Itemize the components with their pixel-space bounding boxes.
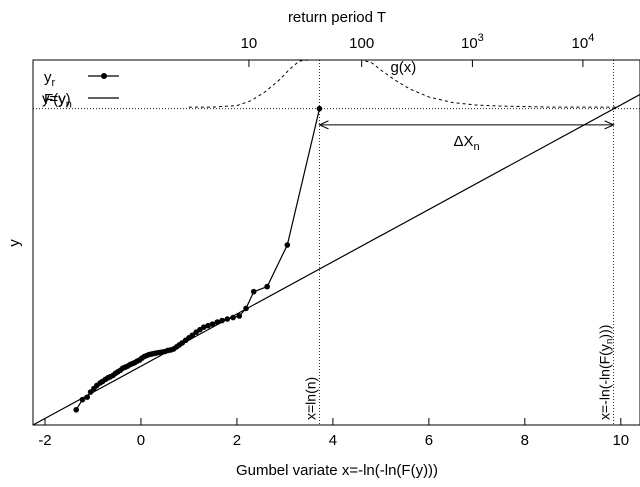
data-point xyxy=(214,319,221,325)
f-yn-label-tail: ))) xyxy=(597,325,613,339)
delta-x-label: ΔXn xyxy=(453,133,479,153)
delta-x-arrow xyxy=(318,120,615,130)
data-point xyxy=(284,242,291,248)
x-tick-label: 0 xyxy=(137,432,145,449)
f-yn-label: x=-ln(-ln(F(yn))) xyxy=(597,325,616,420)
y-axis-label: y xyxy=(6,239,23,247)
series-line-g xyxy=(188,59,616,108)
f-yn-label-sub: n xyxy=(605,339,616,345)
y-n-label: y=yn xyxy=(42,91,72,111)
legend-label-F: F(y) xyxy=(44,91,71,108)
delta-x-label-sub: n xyxy=(473,141,479,153)
top-axis-ticks: 10 100 103 104 xyxy=(241,32,595,67)
legend-marker-yr xyxy=(101,73,107,79)
data-point xyxy=(316,105,323,112)
data-point xyxy=(209,321,216,327)
top-tick-label: 100 xyxy=(349,35,374,52)
series-points-yr xyxy=(73,105,323,413)
x-tick-label: 8 xyxy=(521,432,529,449)
x-tick-label: 2 xyxy=(233,432,241,449)
data-point xyxy=(205,322,211,329)
data-point xyxy=(79,396,86,403)
arrow-head-left xyxy=(318,120,329,130)
data-point xyxy=(73,406,79,413)
data-point xyxy=(87,389,94,395)
data-point xyxy=(189,332,196,339)
legend-label-yr-sub: r xyxy=(52,77,56,89)
arrow-head-right xyxy=(604,120,615,130)
top-axis-label: return period T xyxy=(288,9,386,26)
data-point xyxy=(264,283,270,290)
y-n-label-sub: n xyxy=(66,99,72,111)
x-tick-label: -2 xyxy=(38,432,51,449)
data-point xyxy=(243,305,249,312)
f-yn-label-main: x=-ln(-ln(F(y xyxy=(597,344,613,420)
delta-x-label-main: ΔX xyxy=(453,133,473,150)
legend: yr F(y) xyxy=(44,69,119,108)
x-tick-label: 6 xyxy=(425,432,433,449)
data-point xyxy=(201,324,207,330)
data-point xyxy=(219,317,225,324)
data-point xyxy=(230,314,236,321)
legend-label-yr-main: y xyxy=(44,69,52,86)
top-tick-label: 104 xyxy=(572,32,595,52)
data-point xyxy=(236,313,243,319)
legend-label-yr: yr xyxy=(44,69,56,89)
top-tick-label: 10 xyxy=(241,35,258,52)
data-point xyxy=(84,394,91,400)
x-axis-ticks: -2 0 2 4 6 8 10 xyxy=(38,418,629,449)
x-tick-label: 4 xyxy=(329,432,337,449)
ln-n-label: x=ln(n) xyxy=(302,377,318,420)
g-curve-label: g(x) xyxy=(390,59,416,76)
x-axis-label: Gumbel variate x=-ln(-ln(F(y))) xyxy=(236,462,438,479)
x-tick-label: 10 xyxy=(612,432,629,449)
top-tick-label: 103 xyxy=(461,32,484,52)
series-line-yr xyxy=(75,108,321,411)
data-point xyxy=(250,288,257,295)
data-point xyxy=(224,316,231,322)
y-n-label-main: y=y xyxy=(42,91,66,108)
series-line-F xyxy=(32,93,640,426)
